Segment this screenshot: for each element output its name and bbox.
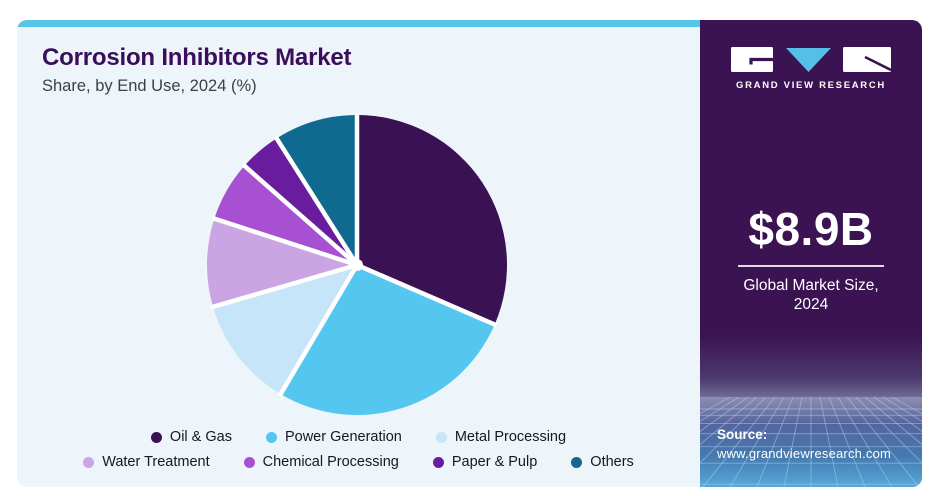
market-size-label-line2: 2024 [793,296,829,313]
source-block: Source: www.grandviewresearch.com [717,425,891,462]
logo-g-notch [749,57,773,65]
pie-slice-separator [210,262,358,310]
market-size-label-line1: Global Market Size, [743,277,879,294]
source-label: Source: [717,427,768,442]
pie-svg [207,113,507,415]
mesh-line [837,397,893,487]
pie-center-hub [351,259,363,271]
chart-area: Corrosion Inhibitors Market Share, by En… [17,20,700,487]
mesh-line [700,397,749,432]
legend-dot-others [571,456,583,468]
logo-r-block [843,47,891,72]
pie-slice-water-treatment [207,218,357,307]
mesh-line [700,397,740,422]
legend-dot-metal-processing [435,431,447,443]
chart-title: Corrosion Inhibitors Market [42,44,352,71]
chart-card: Corrosion Inhibitors Market Share, by En… [17,20,922,487]
gvr-logo: GRAND VIEW RESEARCH [700,46,922,91]
mesh-line [882,397,922,422]
pie-slice-paper-pulp [244,138,357,265]
source-url: www.grandviewresearch.com [717,446,892,461]
legend-item-others: Others [571,454,634,470]
legend-item-power-generation: Power Generation [265,429,402,445]
pie-slice-separator [277,263,359,397]
mesh-line [700,397,767,464]
mesh-line [700,397,758,446]
legend-dot-paper-pulp [432,456,444,468]
mesh-grid-svg [700,397,922,487]
pie-slice-others [276,115,357,265]
gvr-logo-mark [731,47,891,72]
mesh-fade [700,335,922,397]
mesh-line [783,397,803,487]
gvr-logo-text: GRAND VIEW RESEARCH [735,80,886,91]
brand-sidebar: GRAND VIEW RESEARCH $8.9B Global Market … [700,20,922,487]
legend-item-oil-gas: Oil & Gas [150,429,232,445]
legend-dot-water-treatment [83,456,95,468]
pie-slice-separator [356,262,498,328]
mesh-line [855,397,922,464]
accent-strip [17,20,700,27]
mesh-line [756,397,794,487]
mesh-line [873,397,922,432]
pie-slice-oil-gas [357,115,507,325]
pie-slice-separator [211,215,358,268]
legend-item-metal-processing: Metal Processing [435,429,567,445]
legend-item-water-treatment: Water Treatment [83,454,210,470]
legend-item-paper-pulp: Paper & Pulp [432,454,538,470]
legend-dot-chemical-processing [243,456,255,468]
mesh-line [828,397,866,487]
market-size-block: $8.9B Global Market Size, 2024 [700,202,922,314]
chart-legend: Oil & Gas Power Generation Metal Processin… [17,425,700,474]
legend-row: Oil & Gas Power Generation Metal Processin… [17,425,700,449]
mesh-line [729,397,785,487]
legend-label-water-treatment: Water Treatment [102,454,210,470]
mesh-decoration [700,397,922,487]
legend-label-metal-processing: Metal Processing [454,429,567,445]
legend-label-power-generation: Power Generation [284,429,402,445]
pie-slice-chemical-processing [214,165,357,265]
legend-item-chemical-processing: Chemical Processing [243,454,399,470]
mesh-line [702,397,776,487]
market-size-label: Global Market Size, 2024 [700,276,922,314]
legend-row: Water Treatment Chemical Processing Paper … [17,450,700,474]
pie-slice-separator [273,135,359,267]
legend-dot-power-generation [265,431,277,443]
mesh-line [864,397,922,446]
market-size-divider [738,265,884,267]
legend-label-chemical-processing: Chemical Processing [262,454,399,470]
pie-slice-separator [241,162,359,267]
logo-v-triangle [786,48,831,72]
mesh-line [846,397,920,487]
mesh-line [819,397,839,487]
legend-dot-oil-gas [150,431,162,443]
pie-chart [202,110,512,420]
mesh-line [891,397,922,415]
logo-r-leg [864,55,891,72]
legend-label-others: Others [590,454,634,470]
market-size-value: $8.9B [748,203,874,255]
legend-label-paper-pulp: Paper & Pulp [451,454,538,470]
chart-subtitle: Share, by End Use, 2024 (%) [42,77,257,95]
legend-label-oil-gas: Oil & Gas [169,429,232,445]
mesh-line [700,397,731,415]
